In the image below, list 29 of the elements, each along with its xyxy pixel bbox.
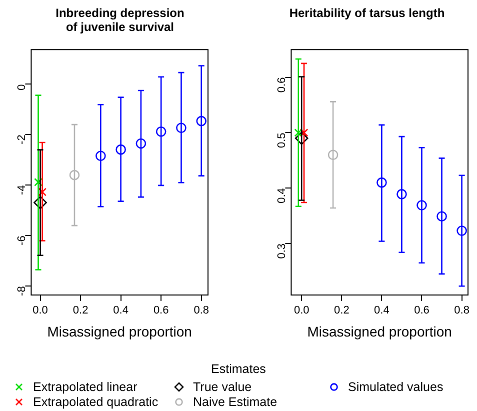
legend-title: Estimates (210, 362, 267, 378)
legend-label: Simulated values (348, 380, 444, 394)
y-tick-label: 0.5 (276, 132, 288, 148)
y-tick-label: -8 (16, 286, 28, 296)
x-tick-label: 0.4 (374, 304, 390, 317)
legend-label: Naive Estimate (193, 394, 278, 408)
y-tick-label: -2 (16, 134, 28, 144)
x-tick-label: 0.0 (294, 304, 310, 317)
chart-title: Inbreeding depression of juvenile survival (54, 6, 186, 34)
y-tick-label: 0.3 (276, 243, 288, 259)
legend-label: True value (193, 380, 252, 394)
x-axis-title: Misassigned proportion (307, 323, 452, 340)
x-tick-label: 0.4 (113, 304, 128, 317)
chart-title: Heritability of tarsus length (288, 6, 446, 20)
x-tick-label: 0.8 (454, 304, 470, 317)
x-tick-label: 0.2 (334, 304, 350, 317)
x-tick-label: 0.2 (72, 304, 88, 317)
x-axis-title: Misassigned proportion (47, 323, 192, 340)
x-tick-label: 0.0 (32, 304, 48, 317)
x-tick-label: 0.6 (414, 304, 430, 317)
x-tick-label: 0.8 (194, 304, 210, 317)
y-tick-label: -6 (16, 236, 28, 246)
legend-label: Extrapolated quadratic (33, 394, 158, 408)
y-tick-label: 0 (16, 84, 28, 90)
x-tick-label: 0.6 (153, 304, 169, 317)
legend-label: Extrapolated linear (33, 380, 138, 394)
y-tick-label: -4 (16, 185, 28, 195)
y-tick-label: 0.4 (276, 188, 288, 204)
y-tick-label: 0.6 (276, 77, 288, 93)
